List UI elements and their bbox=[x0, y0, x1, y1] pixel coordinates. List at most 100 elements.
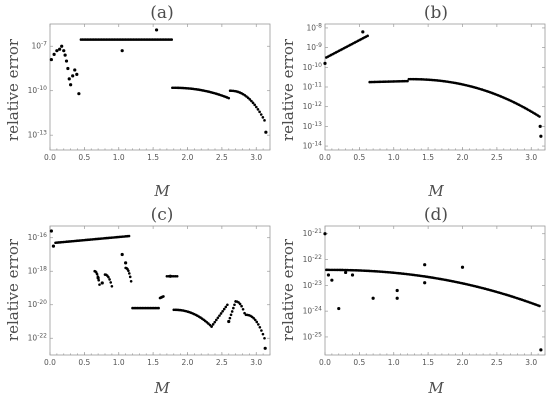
data-point bbox=[154, 28, 159, 32]
data-point bbox=[224, 305, 228, 309]
data-point bbox=[246, 96, 250, 100]
data-point bbox=[323, 61, 327, 65]
data-point bbox=[108, 278, 111, 281]
data-point bbox=[240, 304, 243, 308]
data-point bbox=[232, 306, 235, 310]
data-point bbox=[227, 96, 231, 100]
panel-title: (d) bbox=[424, 205, 448, 225]
data-point bbox=[256, 108, 260, 111]
data-point bbox=[253, 318, 257, 322]
x-axis-label: M bbox=[427, 379, 444, 397]
data-point bbox=[406, 79, 409, 83]
x-tick-label: 1.0 bbox=[388, 358, 400, 367]
x-tick-label: 3.0 bbox=[250, 358, 262, 367]
panel-title: (c) bbox=[151, 205, 174, 225]
chart-panel-d: (d) relative error M 0.0 0.5 1.0 1.5 2.0 2.5 3.0 1… bbox=[279, 205, 546, 397]
data-point bbox=[395, 288, 399, 293]
data-point bbox=[361, 30, 365, 34]
data-point bbox=[238, 302, 242, 306]
x-tick-label: 1.5 bbox=[147, 358, 159, 367]
data-point bbox=[75, 72, 79, 76]
data-point bbox=[260, 329, 263, 332]
data-point bbox=[127, 269, 130, 273]
y-tick-label: 10-14 bbox=[303, 141, 323, 151]
data-point bbox=[127, 234, 131, 238]
y-tick-label: 10-21 bbox=[303, 228, 323, 238]
x-axis-label: M bbox=[427, 182, 444, 200]
data-point bbox=[261, 116, 265, 119]
data-point bbox=[67, 77, 71, 81]
y-tick-label: 10-16 bbox=[28, 232, 48, 242]
data-point bbox=[229, 313, 233, 317]
x-tick-label: 3.0 bbox=[525, 153, 537, 162]
y-tick-label: 10-22 bbox=[28, 333, 48, 343]
data-point bbox=[218, 314, 221, 317]
y-tick-label: 10-13 bbox=[28, 130, 48, 140]
y-axis-label: relative error bbox=[4, 238, 22, 341]
y-axis-label: relative error bbox=[4, 38, 22, 141]
data-point bbox=[233, 303, 236, 307]
data-point bbox=[371, 296, 375, 300]
x-tick-label: 1.5 bbox=[422, 153, 434, 162]
data-point bbox=[127, 272, 131, 275]
x-tick-label: 2.5 bbox=[491, 153, 503, 162]
x-tick-label: 2.0 bbox=[457, 153, 469, 162]
x-tick-label: 0.0 bbox=[44, 153, 56, 162]
data-point bbox=[258, 110, 261, 114]
plot-frame bbox=[49, 225, 271, 356]
data-point bbox=[261, 332, 265, 336]
y-tick-label: 10-25 bbox=[303, 331, 323, 341]
data-point bbox=[539, 348, 543, 352]
x-tick-label: 1.5 bbox=[422, 358, 434, 367]
y-tick-label: 10-20 bbox=[28, 299, 48, 309]
data-point bbox=[264, 130, 268, 134]
y-tick-label: 10-13 bbox=[303, 121, 323, 131]
data-point bbox=[423, 263, 427, 267]
data-point bbox=[128, 275, 132, 279]
data-point bbox=[257, 323, 260, 326]
data-point bbox=[216, 316, 220, 320]
panel-title: (b) bbox=[424, 3, 448, 23]
data-point bbox=[120, 252, 124, 257]
x-tick-label: 0.0 bbox=[44, 358, 56, 367]
data-point bbox=[60, 44, 64, 48]
data-point bbox=[211, 323, 215, 326]
data-point bbox=[258, 325, 262, 329]
data-point bbox=[175, 274, 179, 278]
data-point bbox=[129, 279, 133, 283]
data-point bbox=[259, 113, 263, 116]
data-point bbox=[251, 101, 255, 105]
data-point bbox=[248, 98, 252, 101]
data-point bbox=[323, 232, 327, 236]
data-point bbox=[460, 265, 465, 269]
data-point bbox=[109, 281, 113, 284]
data-point bbox=[539, 134, 543, 138]
data-point bbox=[241, 307, 245, 311]
data-point bbox=[100, 281, 104, 285]
data-point bbox=[69, 83, 73, 87]
data-point bbox=[226, 303, 229, 307]
data-point bbox=[538, 304, 541, 308]
x-tick-label: 0.5 bbox=[353, 153, 365, 162]
data-point bbox=[63, 53, 67, 57]
y-tick-label: 10-23 bbox=[303, 280, 323, 290]
data-point bbox=[95, 272, 99, 276]
data-point bbox=[73, 68, 77, 72]
x-tick-label: 2.0 bbox=[182, 358, 194, 367]
y-tick-label: 10-22 bbox=[303, 254, 323, 264]
x-tick-label: 1.0 bbox=[113, 358, 125, 367]
data-point bbox=[366, 34, 369, 38]
data-point bbox=[253, 103, 256, 107]
plot-frame bbox=[324, 23, 546, 151]
data-point bbox=[66, 66, 70, 71]
x-tick-label: 1.5 bbox=[147, 153, 159, 162]
data-points bbox=[49, 229, 267, 350]
chart-panel-c: (c) relative error M 0.0 0.5 1.0 1.5 2.0 2.5 3.0 1… bbox=[4, 205, 271, 397]
data-point bbox=[157, 306, 160, 310]
data-point bbox=[162, 295, 165, 298]
plot-frame bbox=[49, 23, 271, 151]
data-point bbox=[337, 306, 341, 311]
x-tick-label: 1.0 bbox=[388, 153, 400, 162]
y-tick-label: 10-8 bbox=[306, 22, 322, 32]
